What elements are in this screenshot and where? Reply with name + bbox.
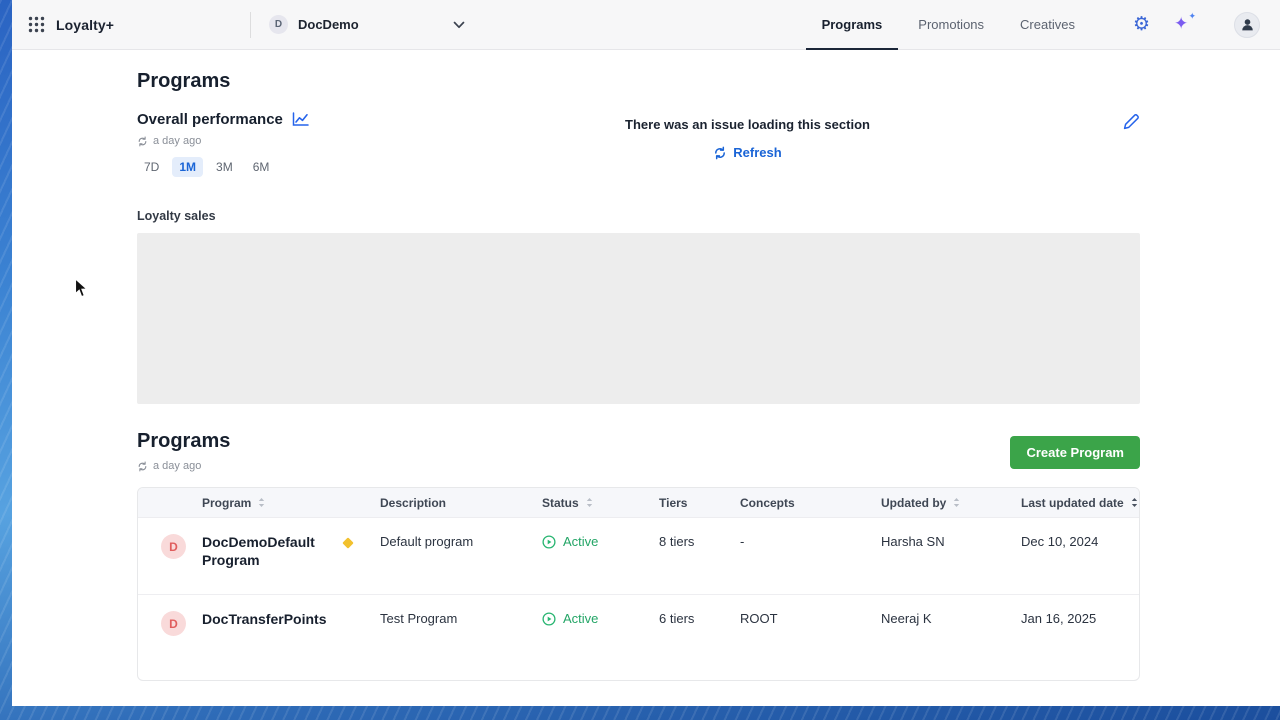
topbar-divider	[250, 11, 251, 38]
program-tiers: 8 tiers	[659, 534, 695, 549]
program-avatar: D	[161, 611, 186, 636]
ai-sparkle-icon[interactable]: ✦ ✦	[1174, 10, 1196, 33]
program-avatar: D	[161, 534, 186, 559]
active-status-icon	[542, 611, 556, 626]
page-title: Programs	[137, 70, 231, 92]
user-avatar[interactable]	[1234, 11, 1260, 38]
programs-last-refreshed: a day ago	[137, 460, 230, 472]
column-header-last-updated-date[interactable]: Last updated date	[1021, 496, 1139, 510]
org-selector[interactable]: D DocDemo	[269, 15, 465, 34]
program-concepts: ROOT	[740, 611, 778, 626]
org-name: DocDemo	[298, 17, 359, 32]
program-updated-by: Harsha SN	[881, 534, 945, 549]
main-nav: Programs Promotions Creatives	[805, 0, 1075, 51]
status-badge: Active	[542, 534, 598, 549]
refresh-icon	[715, 146, 726, 159]
programs-section-header: Programs a day ago Create Program	[137, 430, 1140, 472]
column-header-concepts: Concepts	[740, 495, 795, 510]
overall-performance-title: Overall performance	[137, 111, 283, 128]
org-avatar: D	[269, 15, 288, 34]
table-row[interactable]: D DocTransferPoints Test Program Active	[138, 594, 1139, 680]
program-updated-by: Neeraj K	[881, 611, 932, 626]
column-header-tiers: Tiers	[659, 495, 688, 510]
sort-icon	[586, 498, 592, 507]
top-bar: Loyalty+ D DocDemo Programs Promotions C…	[12, 0, 1280, 51]
brand: Loyalty+	[28, 16, 250, 33]
main-content: Programs Overall performance	[12, 50, 1280, 706]
range-6m[interactable]: 6M	[252, 160, 270, 174]
diamond-badge-icon	[342, 537, 354, 549]
person-icon	[1241, 19, 1253, 31]
loyalty-sales-label: Loyalty sales	[137, 209, 216, 223]
line-chart-icon	[292, 112, 309, 127]
chevron-down-icon	[453, 21, 465, 29]
loyalty-sales-chart-placeholder	[137, 233, 1140, 404]
sort-icon-active	[1131, 498, 1137, 507]
program-tiers: 6 tiers	[659, 611, 695, 626]
column-header-description: Description	[380, 495, 447, 510]
program-name: DocTransferPoints	[202, 611, 327, 627]
create-program-button[interactable]: Create Program	[1010, 436, 1140, 469]
refresh-icon	[138, 136, 147, 146]
apps-grid-icon[interactable]	[28, 16, 45, 33]
program-name: DocDemoDefault Program	[202, 534, 315, 568]
programs-table-header: Program Description Status Tiers	[138, 488, 1139, 518]
app-title: Loyalty+	[56, 16, 114, 33]
programs-section-title: Programs	[137, 430, 231, 452]
range-3m[interactable]: 3M	[216, 160, 233, 174]
app-window: Loyalty+ D DocDemo Programs Promotions C…	[12, 0, 1280, 706]
program-description: Default program	[380, 534, 474, 549]
section-error-message: There was an issue loading this section	[625, 117, 870, 132]
topbar-icons: ⚙ ✦ ✦	[1132, 10, 1196, 36]
tab-promotions[interactable]: Promotions	[918, 17, 985, 32]
column-header-status[interactable]: Status	[542, 496, 659, 510]
program-last-updated: Jan 16, 2025	[1021, 611, 1097, 626]
performance-last-refreshed: a day ago	[137, 135, 399, 147]
overall-performance-section: Overall performance	[137, 111, 1140, 177]
program-description: Test Program	[380, 611, 458, 626]
settings-gear-icon[interactable]: ⚙	[1132, 14, 1150, 35]
sort-icon	[954, 498, 960, 507]
refresh-section-link[interactable]: Refresh	[713, 145, 782, 160]
range-7d[interactable]: 7D	[144, 160, 160, 174]
programs-table: Program Description Status Tiers	[137, 487, 1140, 681]
status-badge: Active	[542, 611, 598, 626]
active-status-icon	[542, 534, 556, 549]
column-header-updated-by[interactable]: Updated by	[881, 496, 1021, 510]
range-1m[interactable]: 1M	[172, 157, 204, 177]
time-range-selector: 7D 1M 3M 6M	[137, 157, 399, 177]
program-concepts: -	[740, 534, 745, 549]
refresh-icon	[138, 461, 147, 471]
tab-programs[interactable]: Programs	[805, 0, 898, 51]
sort-icon	[259, 498, 265, 507]
tab-creatives[interactable]: Creatives	[1020, 17, 1075, 32]
column-header-program[interactable]: Program	[138, 496, 380, 510]
edit-pencil-icon[interactable]	[1122, 113, 1140, 131]
program-last-updated: Dec 10, 2024	[1021, 534, 1099, 549]
table-row[interactable]: D DocDemoDefault Program Default program	[138, 518, 1139, 594]
